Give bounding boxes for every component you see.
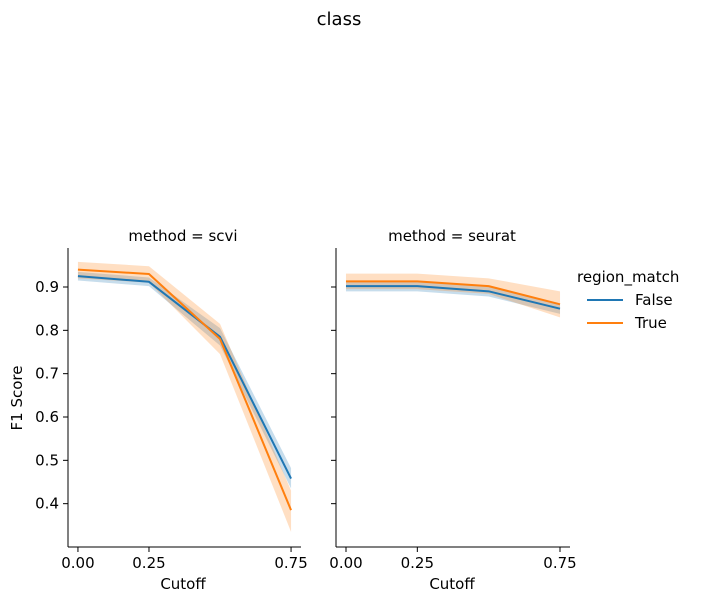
series-line-seurat-false [345,285,561,310]
x-tick-label-scvi: 0.00 [61,554,94,572]
y-tick-label: 0.7 [35,365,59,383]
x-tick-label-seurat: 0.25 [401,554,434,572]
x-axis-label-seurat: Cutoff [429,575,475,593]
y-tick-label: 0.9 [35,278,59,296]
chart-title: class [317,9,362,30]
legend-title: region_match [577,268,679,287]
x-tick-label-scvi: 0.25 [132,554,165,572]
ci-band-scvi-true [77,261,292,532]
panel-title-scvi: method = scvi [128,227,237,245]
legend-label-false: False [635,291,673,309]
y-axis-label: F1 Score [8,366,26,431]
x-axis-label-scvi: Cutoff [160,575,206,593]
y-tick-label: 0.5 [35,451,59,469]
x-tick-label-scvi: 0.75 [274,554,307,572]
x-tick-label-seurat: 0.75 [543,554,576,572]
y-tick-label: 0.8 [35,321,59,339]
series-line-scvi-true [77,268,292,511]
panel-scvi: 0.4 0.5 0.6 0.7 0.8 0.9 0.00 0.25 0.75 [35,248,308,572]
x-tick-label-seurat: 0.00 [329,554,362,572]
y-tick-label: 0.4 [35,495,59,513]
panel-seurat: 0.00 0.25 0.75 [329,248,577,572]
y-tick-label: 0.6 [35,408,59,426]
legend-label-true: True [634,314,667,332]
ci-band-scvi-false [77,271,292,489]
ci-band-seurat-true [345,273,561,318]
series-line-seurat-true [345,280,561,306]
series-line-scvi-false [77,275,292,479]
ci-band-seurat-false [345,280,561,314]
legend: region_match False True [577,268,679,332]
panel-title-seurat: method = seurat [388,227,516,245]
